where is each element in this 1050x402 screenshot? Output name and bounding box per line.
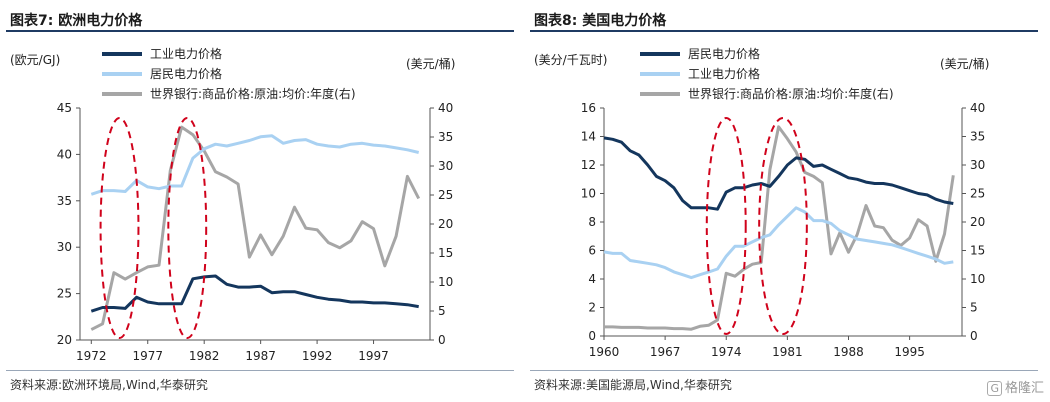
y-left-tick-label: 40 [57,147,72,161]
y-left-tick-label: 20 [57,333,72,347]
y-left-tick-label: 4 [588,272,596,286]
y-left-unit: (欧元/GJ) [10,53,60,67]
y-left-tick-label: 16 [581,101,596,115]
highlight-ellipse [705,117,747,335]
y-right-tick-label: 25 [438,188,453,202]
x-tick-label: 1995 [894,345,925,359]
y-right-tick-label: 40 [438,101,453,115]
x-tick-label: 1960 [589,345,620,359]
legend-label: 工业电力价格 [150,46,222,61]
x-tick-label: 1987 [245,349,276,363]
series-line [90,125,421,331]
title-divider [6,30,514,32]
y-right-tick-label: 35 [438,130,453,144]
x-tick-label: 1981 [772,345,803,359]
x-tick-label: 1992 [302,349,333,363]
series-line [603,206,954,280]
watermark-logo: G 格隆汇 [987,377,1044,396]
y-right-tick-label: 25 [970,187,985,201]
y-left-tick-label: 12 [581,158,596,172]
y-left-tick-label: 8 [588,215,596,229]
chart-title: 图表8: 美国电力价格 [534,13,667,29]
series-line [603,136,954,211]
chart-panel-us: 图表8: 美国电力价格 (美分/千瓦时) (美元/桶) 居民电力价格 工业电力价格世界… [530,0,1044,402]
legend-label: 居民电力价格 [150,66,222,81]
title-divider [530,30,1038,32]
chart-title: 图表7: 欧洲电力价格 [10,13,143,29]
series-line [604,125,955,331]
y-right-tick-label: 30 [438,159,453,173]
y-left-tick-label: 0 [588,329,596,343]
highlight-ellipse [758,117,808,335]
source-note: 资料来源:美国能源局,Wind,华泰研究 [534,378,732,392]
y-right-tick-label: 0 [438,333,446,347]
y-right-tick-label: 15 [438,246,453,260]
x-tick-label: 1982 [189,349,220,363]
x-tick-label: 1988 [833,345,864,359]
y-right-unit: (美元/桶) [406,56,455,71]
chart-panel-europe: 图表7: 欧洲电力价格 (欧元/GJ) (美元/桶) 工业电力价格 居民电力价格世界银… [6,0,520,402]
y-right-tick-label: 30 [970,158,985,172]
x-tick-label: 1967 [650,345,681,359]
y-left-tick-label: 10 [581,187,596,201]
y-left-tick-label: 25 [57,287,72,301]
y-right-tick-label: 10 [438,275,453,289]
y-right-tick-label: 10 [970,272,985,286]
y-left-tick-label: 14 [581,130,596,144]
x-tick-label: 1977 [132,349,163,363]
source-divider [6,370,514,371]
x-tick-label: 1974 [711,345,742,359]
y-left-tick-label: 30 [57,240,72,254]
highlight-ellipse [99,117,140,339]
y-left-unit: (美分/千瓦时) [534,53,607,67]
legend-label: 世界银行:商品价格:原油:均价:年度(右) [150,86,356,101]
y-left-tick-label: 6 [588,244,596,258]
legend-label: 世界银行:商品价格:原油:均价:年度(右) [688,86,894,101]
series-line [90,274,419,313]
x-tick-label: 1972 [76,349,107,363]
y-right-tick-label: 15 [970,244,985,258]
y-right-tick-label: 35 [970,130,985,144]
y-left-tick-label: 2 [588,301,596,315]
series-line [90,134,420,196]
highlight-ellipse [167,117,208,339]
y-right-unit: (美元/桶) [940,56,989,71]
y-left-tick-label: 35 [57,194,72,208]
y-right-tick-label: 20 [970,215,985,229]
source-divider [530,370,1038,371]
y-right-tick-label: 5 [438,304,446,318]
x-tick-label: 1997 [358,349,389,363]
y-right-tick-label: 40 [970,101,985,115]
y-right-tick-label: 0 [970,329,978,343]
source-note: 资料来源:欧洲环境局,Wind,华泰研究 [10,378,208,392]
legend-label: 工业电力价格 [688,66,760,81]
us-price-chart: (美分/千瓦时) (美元/桶) 居民电力价格工业电力价格世界银行:商品价格:原油:均… [534,46,989,359]
legend-label: 居民电力价格 [688,46,760,61]
watermark-icon: G [987,381,1002,396]
y-right-tick-label: 20 [438,217,453,231]
y-right-tick-label: 5 [970,301,978,315]
watermark-label: 格隆汇 [1004,381,1044,396]
y-left-tick-label: 45 [57,101,72,115]
europe-price-chart: (欧元/GJ) (美元/桶) 工业电力价格居民电力价格世界银行:商品价格:原油:均价… [10,46,455,363]
